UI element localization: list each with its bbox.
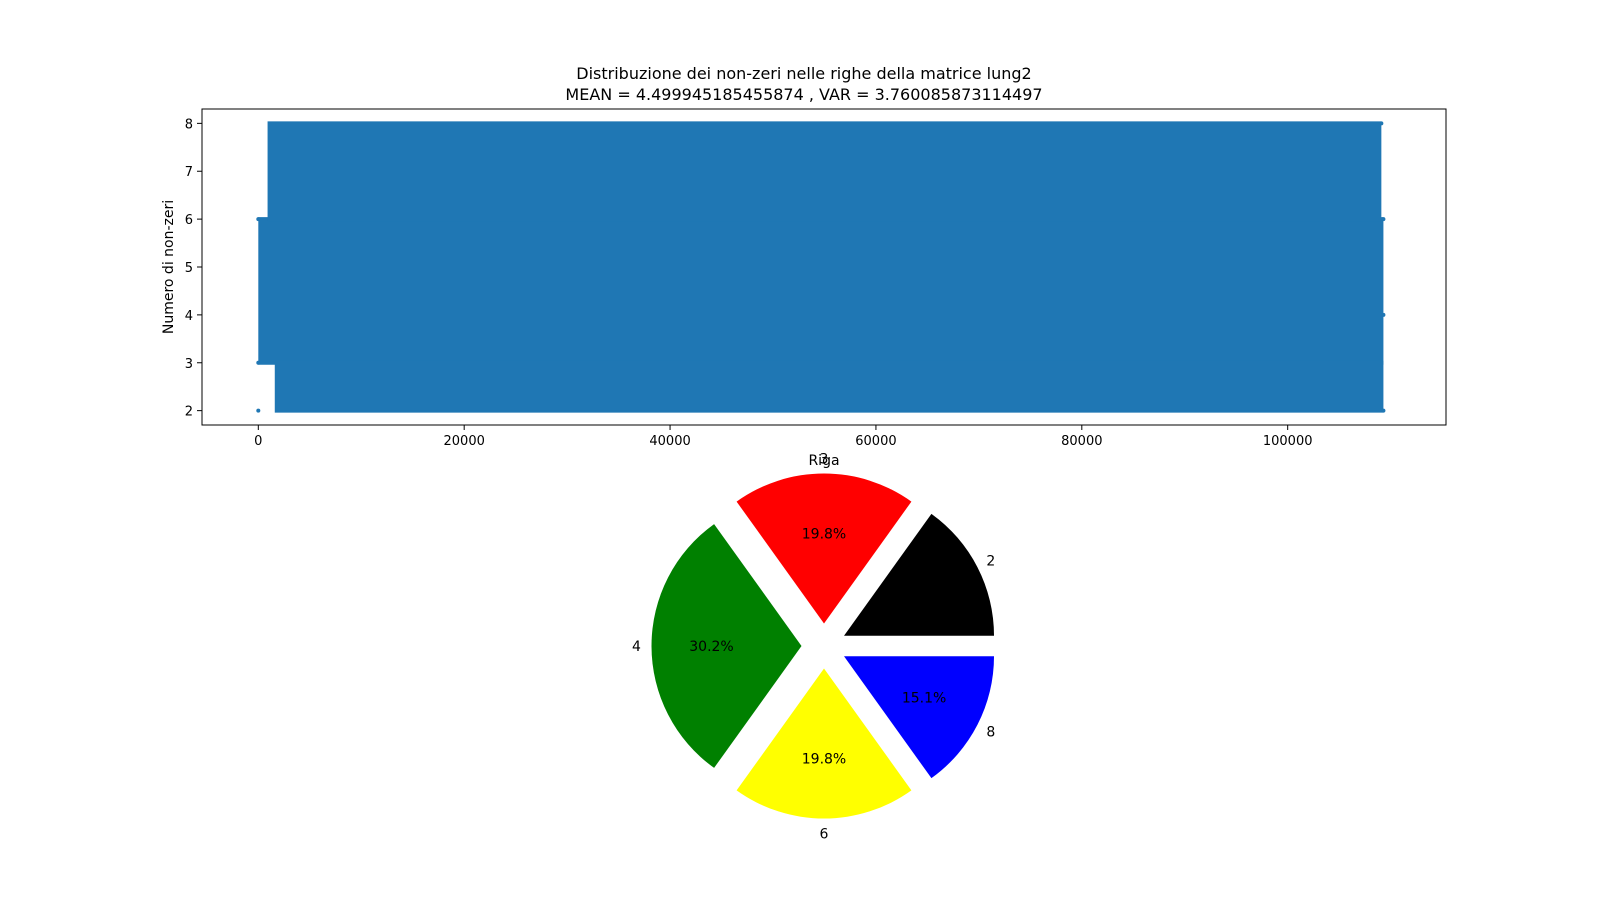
pie-label-2: 2 (986, 553, 995, 569)
scatter-y-axis-label: Numero di non-zeri (161, 200, 177, 334)
pie-percent-3: 19.8% (802, 527, 846, 543)
scatter-x-ticks: 0 20000 40000 60000 80000 100000 (254, 425, 1313, 449)
scatter-point-0 (256, 408, 261, 413)
scatter-subtitle: MEAN = 4.499945185455874 , VAR = 3.76008… (565, 85, 1042, 104)
pie-percent-8: 15.1% (902, 690, 946, 706)
x-tick-label-5: 100000 (1263, 434, 1313, 449)
pie-label-6: 6 (820, 827, 829, 843)
pie-label-8: 8 (986, 725, 995, 741)
y-tick-label-3: 5 (185, 261, 193, 276)
scatter-x-axis-label: Riga (808, 453, 839, 469)
scatter-plot: 0 20000 40000 60000 80000 100000 2 3 4 5 6 7 8 (185, 108, 1447, 449)
scatter-point-1 (256, 360, 261, 365)
scatter-y-ticks: 2 3 4 5 6 7 8 (185, 117, 202, 420)
scatter-point-6 (1379, 121, 1384, 126)
scatter-point-4 (1381, 312, 1386, 317)
pie-slice-8 (844, 656, 995, 779)
x-tick-label-0: 0 (254, 434, 262, 449)
x-tick-label-2: 40000 (649, 434, 690, 449)
scatter-band-2 (274, 360, 1384, 413)
y-tick-label-4: 6 (185, 213, 193, 228)
scatter-band-0 (258, 217, 1384, 365)
y-tick-label-6: 8 (185, 117, 193, 132)
scatter-title: Distribuzione dei non-zeri nelle righe d… (576, 64, 1031, 83)
scatter-band-1 (267, 121, 1382, 222)
pie-label-3: 3 (820, 452, 829, 468)
scatter-point-3 (1381, 408, 1386, 413)
y-tick-label-2: 4 (185, 309, 193, 324)
scatter-point-5 (1381, 217, 1386, 222)
pie-slice-3 (736, 473, 912, 624)
pie-chart: 2 3 19.8% 4 30.2% 6 19.8% 8 15.1% (632, 452, 995, 843)
pie-percent-4: 30.2% (689, 639, 733, 655)
y-tick-label-0: 2 (185, 405, 193, 420)
y-tick-label-5: 7 (185, 165, 193, 180)
pie-slice-2 (844, 513, 995, 636)
x-tick-label-4: 80000 (1061, 434, 1102, 449)
scatter-point-2 (256, 217, 261, 222)
x-tick-label-1: 20000 (444, 434, 485, 449)
pie-slice-4 (651, 524, 802, 768)
x-tick-label-3: 60000 (855, 434, 896, 449)
scatter-marks (256, 121, 1386, 413)
y-tick-label-1: 3 (185, 357, 193, 372)
pie-slice-6 (736, 668, 912, 819)
pie-percent-6: 19.8% (802, 752, 846, 768)
pie-label-4: 4 (632, 639, 641, 655)
